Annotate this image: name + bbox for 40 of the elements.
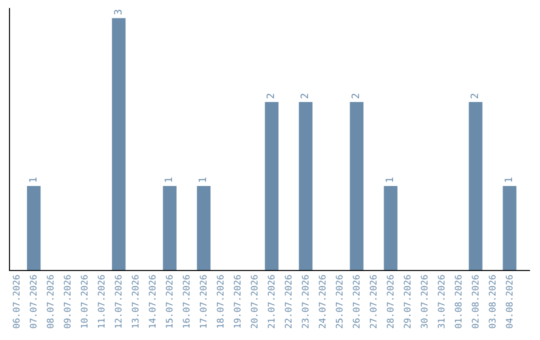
x-tick-label: 16.07.2026 [182, 274, 193, 329]
data-label: 2 [351, 93, 362, 100]
x-tick-label: 29.07.2026 [404, 274, 414, 329]
x-tick-label: 09.07.2026 [64, 274, 74, 329]
data-label: 2 [470, 93, 482, 100]
x-tick-label: 19.07.2026 [234, 274, 244, 329]
data-label: 2 [266, 93, 278, 100]
x-tick-label: 13.07.2026 [132, 274, 142, 329]
x-tick-label: 08.07.2026 [46, 274, 57, 329]
x-tick-label: 27.07.2026 [370, 274, 380, 329]
x-tick-label: 12.07.2026 [114, 274, 125, 329]
data-label: 1 [164, 177, 176, 184]
x-tick-label: 10.07.2026 [80, 274, 91, 329]
data-label: 1 [385, 177, 396, 184]
x-tick-label: 23.07.2026 [302, 274, 312, 329]
x-tick-label: 02.08.2026 [472, 274, 482, 329]
x-tick-label: 30.07.2026 [420, 274, 431, 329]
x-tick-label: 17.07.2026 [200, 274, 210, 329]
data-label: 1 [28, 177, 40, 184]
x-tick-label: 07.07.2026 [30, 274, 40, 329]
x-tick-label: 11.07.2026 [98, 274, 108, 329]
x-tick-label: 03.08.2026 [488, 274, 499, 329]
x-tick-label: 04.08.2026 [506, 274, 516, 329]
x-tick-label: 28.07.2026 [386, 274, 397, 329]
x-tick-label: 22.07.2026 [284, 274, 295, 329]
x-tick-label: 26.07.2026 [352, 274, 363, 329]
x-tick-label: 14.07.2026 [148, 274, 159, 329]
x-tick-label: 01.08.2026 [454, 274, 465, 329]
data-label: 3 [113, 9, 124, 16]
x-tick-label: 25.07.2026 [336, 274, 346, 329]
x-tick-label: 06.07.2026 [12, 274, 23, 329]
data-label: 2 [300, 93, 312, 100]
x-tick-label: 31.07.2026 [438, 274, 448, 329]
data-label: 1 [198, 177, 210, 184]
x-tick-label: 18.07.2026 [216, 274, 227, 329]
x-tick-label: 20.07.2026 [250, 274, 261, 329]
x-tick-label: 21.07.2026 [268, 274, 278, 329]
data-label: 1 [504, 177, 516, 184]
x-tick-label: 15.07.2026 [166, 274, 176, 329]
x-tick-label: 24.07.2026 [318, 274, 329, 329]
